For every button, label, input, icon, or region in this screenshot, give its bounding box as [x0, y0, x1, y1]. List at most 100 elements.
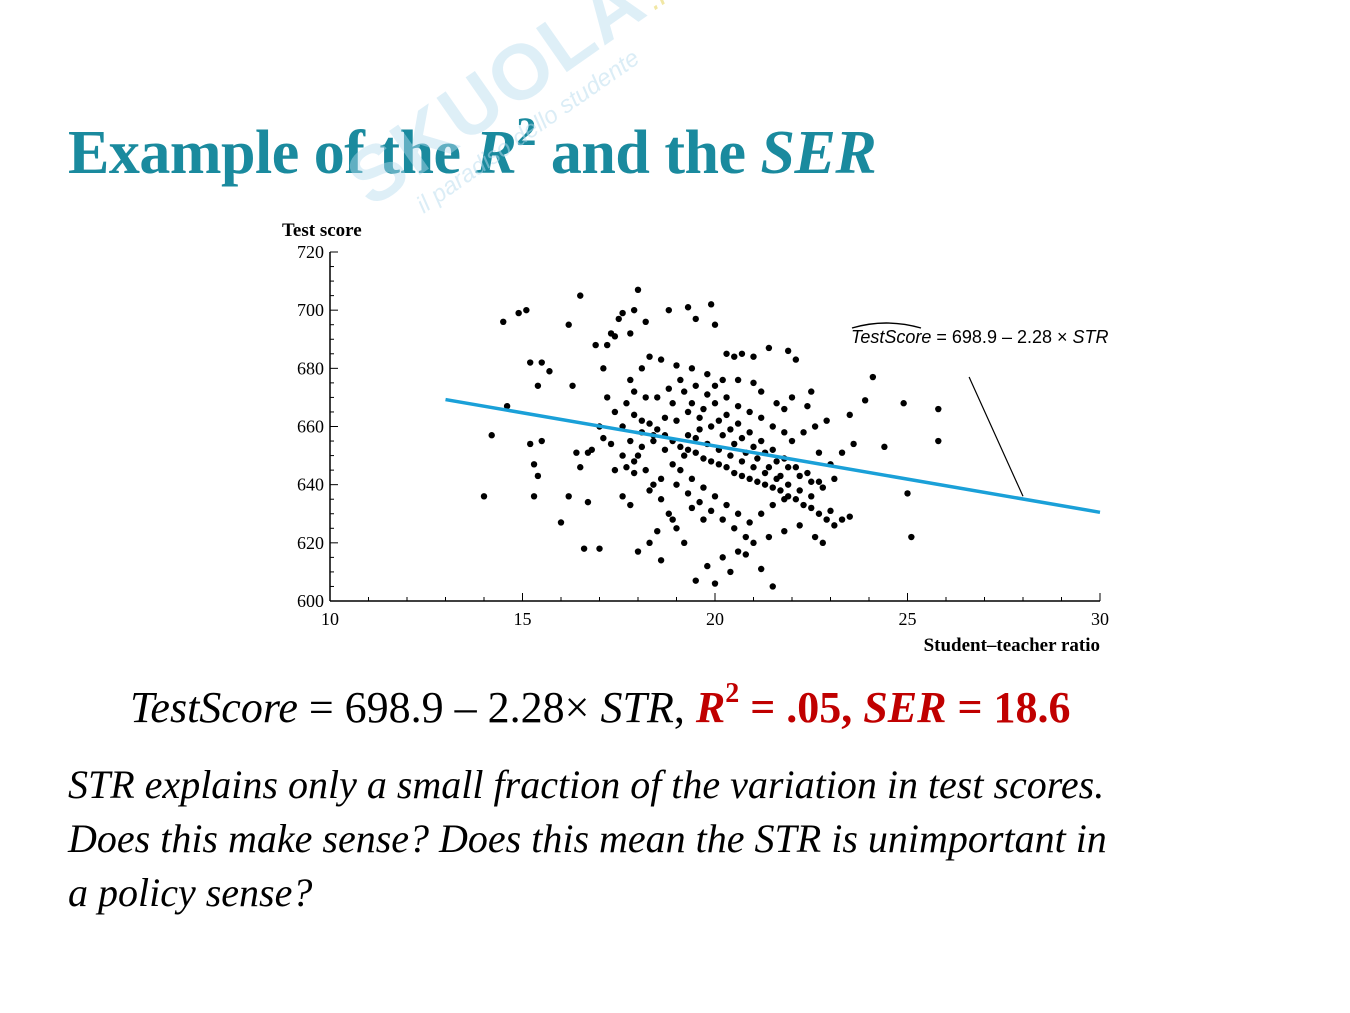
data-point: [596, 545, 603, 552]
data-point: [654, 426, 661, 433]
data-point: [638, 443, 646, 451]
data-point: [727, 568, 734, 576]
data-point: [688, 475, 696, 483]
data-point: [811, 533, 819, 541]
data-point: [669, 400, 676, 407]
data-point: [731, 469, 738, 477]
data-point: [661, 446, 669, 453]
data-point: [758, 510, 765, 517]
data-point: [630, 306, 638, 314]
data-point: [765, 533, 773, 541]
data-point: [611, 333, 619, 340]
data-point: [696, 426, 703, 433]
data-point: [534, 472, 542, 480]
data-point: [642, 394, 649, 401]
data-point: [792, 356, 800, 363]
data-point: [611, 466, 619, 474]
data-point: [630, 411, 638, 419]
y-axis-label: Test score: [282, 220, 362, 241]
data-point: [681, 388, 688, 395]
data-point: [642, 466, 649, 474]
body-line-1: STR explains only a small fraction of th…: [68, 762, 1105, 807]
data-point: [731, 525, 738, 532]
y-tick-label: 720: [297, 242, 324, 262]
data-point: [704, 391, 711, 398]
data-point: [700, 484, 707, 491]
data-point: [707, 301, 715, 308]
data-point: [846, 513, 853, 520]
data-point: [796, 487, 803, 494]
data-point: [684, 490, 692, 497]
data-point: [711, 382, 719, 389]
data-point: [796, 522, 803, 529]
data-point: [804, 469, 811, 477]
data-point: [604, 341, 611, 349]
data-point: [654, 528, 661, 535]
data-point: [700, 405, 707, 413]
data-point: [850, 440, 857, 448]
annotation-str: STR: [1073, 327, 1109, 347]
data-point: [800, 429, 807, 436]
annotation-hat-icon: [851, 322, 922, 329]
data-point: [684, 408, 692, 416]
body-line-3: a policy sense?: [68, 870, 313, 915]
y-tick-label: 660: [297, 417, 324, 437]
equation-coefficients: = 698.9 – 2.28×: [297, 683, 601, 732]
data-point: [565, 493, 572, 500]
data-point: [642, 318, 649, 325]
data-point: [500, 318, 507, 325]
x-tick-label: 10: [321, 609, 339, 629]
y-tick-label: 640: [297, 475, 324, 495]
data-point: [758, 437, 765, 445]
data-point: [538, 359, 545, 366]
annotation-pointer: [968, 376, 1024, 497]
data-point: [565, 321, 572, 328]
equation-r-value: = .05,: [739, 683, 864, 732]
data-point: [734, 402, 742, 410]
y-tick-label: 600: [297, 591, 324, 611]
y-tick-label: 680: [297, 358, 324, 378]
data-point: [515, 309, 522, 317]
equation-ser-value: = 18.6: [946, 683, 1071, 732]
data-point: [819, 484, 826, 491]
data-point: [661, 414, 669, 421]
data-point: [665, 306, 672, 314]
data-point: [673, 362, 680, 369]
data-point: [900, 400, 907, 407]
data-point: [619, 493, 626, 500]
data-point: [634, 548, 642, 555]
data-point: [727, 426, 734, 433]
body-line-2: Does this make sense? Does this mean the…: [68, 816, 1107, 861]
data-point: [719, 516, 726, 523]
data-point: [758, 414, 765, 421]
data-point: [796, 472, 803, 480]
data-point: [781, 429, 788, 436]
data-point: [731, 440, 738, 448]
data-point: [808, 478, 815, 485]
data-point: [696, 414, 703, 421]
data-point: [734, 548, 742, 555]
equation-lhs: TestScore: [130, 683, 298, 732]
data-point: [761, 481, 769, 488]
data-point: [723, 394, 730, 401]
data-point: [592, 341, 599, 349]
data-point: [677, 466, 684, 474]
data-point: [600, 434, 607, 442]
data-point: [758, 565, 765, 573]
data-point: [711, 580, 719, 587]
data-point: [704, 370, 711, 378]
data-point: [711, 400, 719, 407]
data-point: [657, 475, 665, 483]
annotation-rhs: = 698.9 – 2.28 ×: [931, 327, 1072, 347]
x-axis-label: Student–teacher ratio: [924, 635, 1100, 656]
data-point: [758, 388, 765, 395]
data-point: [673, 481, 680, 488]
data-point: [657, 496, 665, 503]
data-point: [677, 376, 684, 384]
data-point: [773, 458, 780, 465]
data-point: [638, 365, 646, 372]
data-point: [657, 557, 665, 564]
data-point: [715, 417, 723, 424]
data-point: [630, 458, 638, 465]
